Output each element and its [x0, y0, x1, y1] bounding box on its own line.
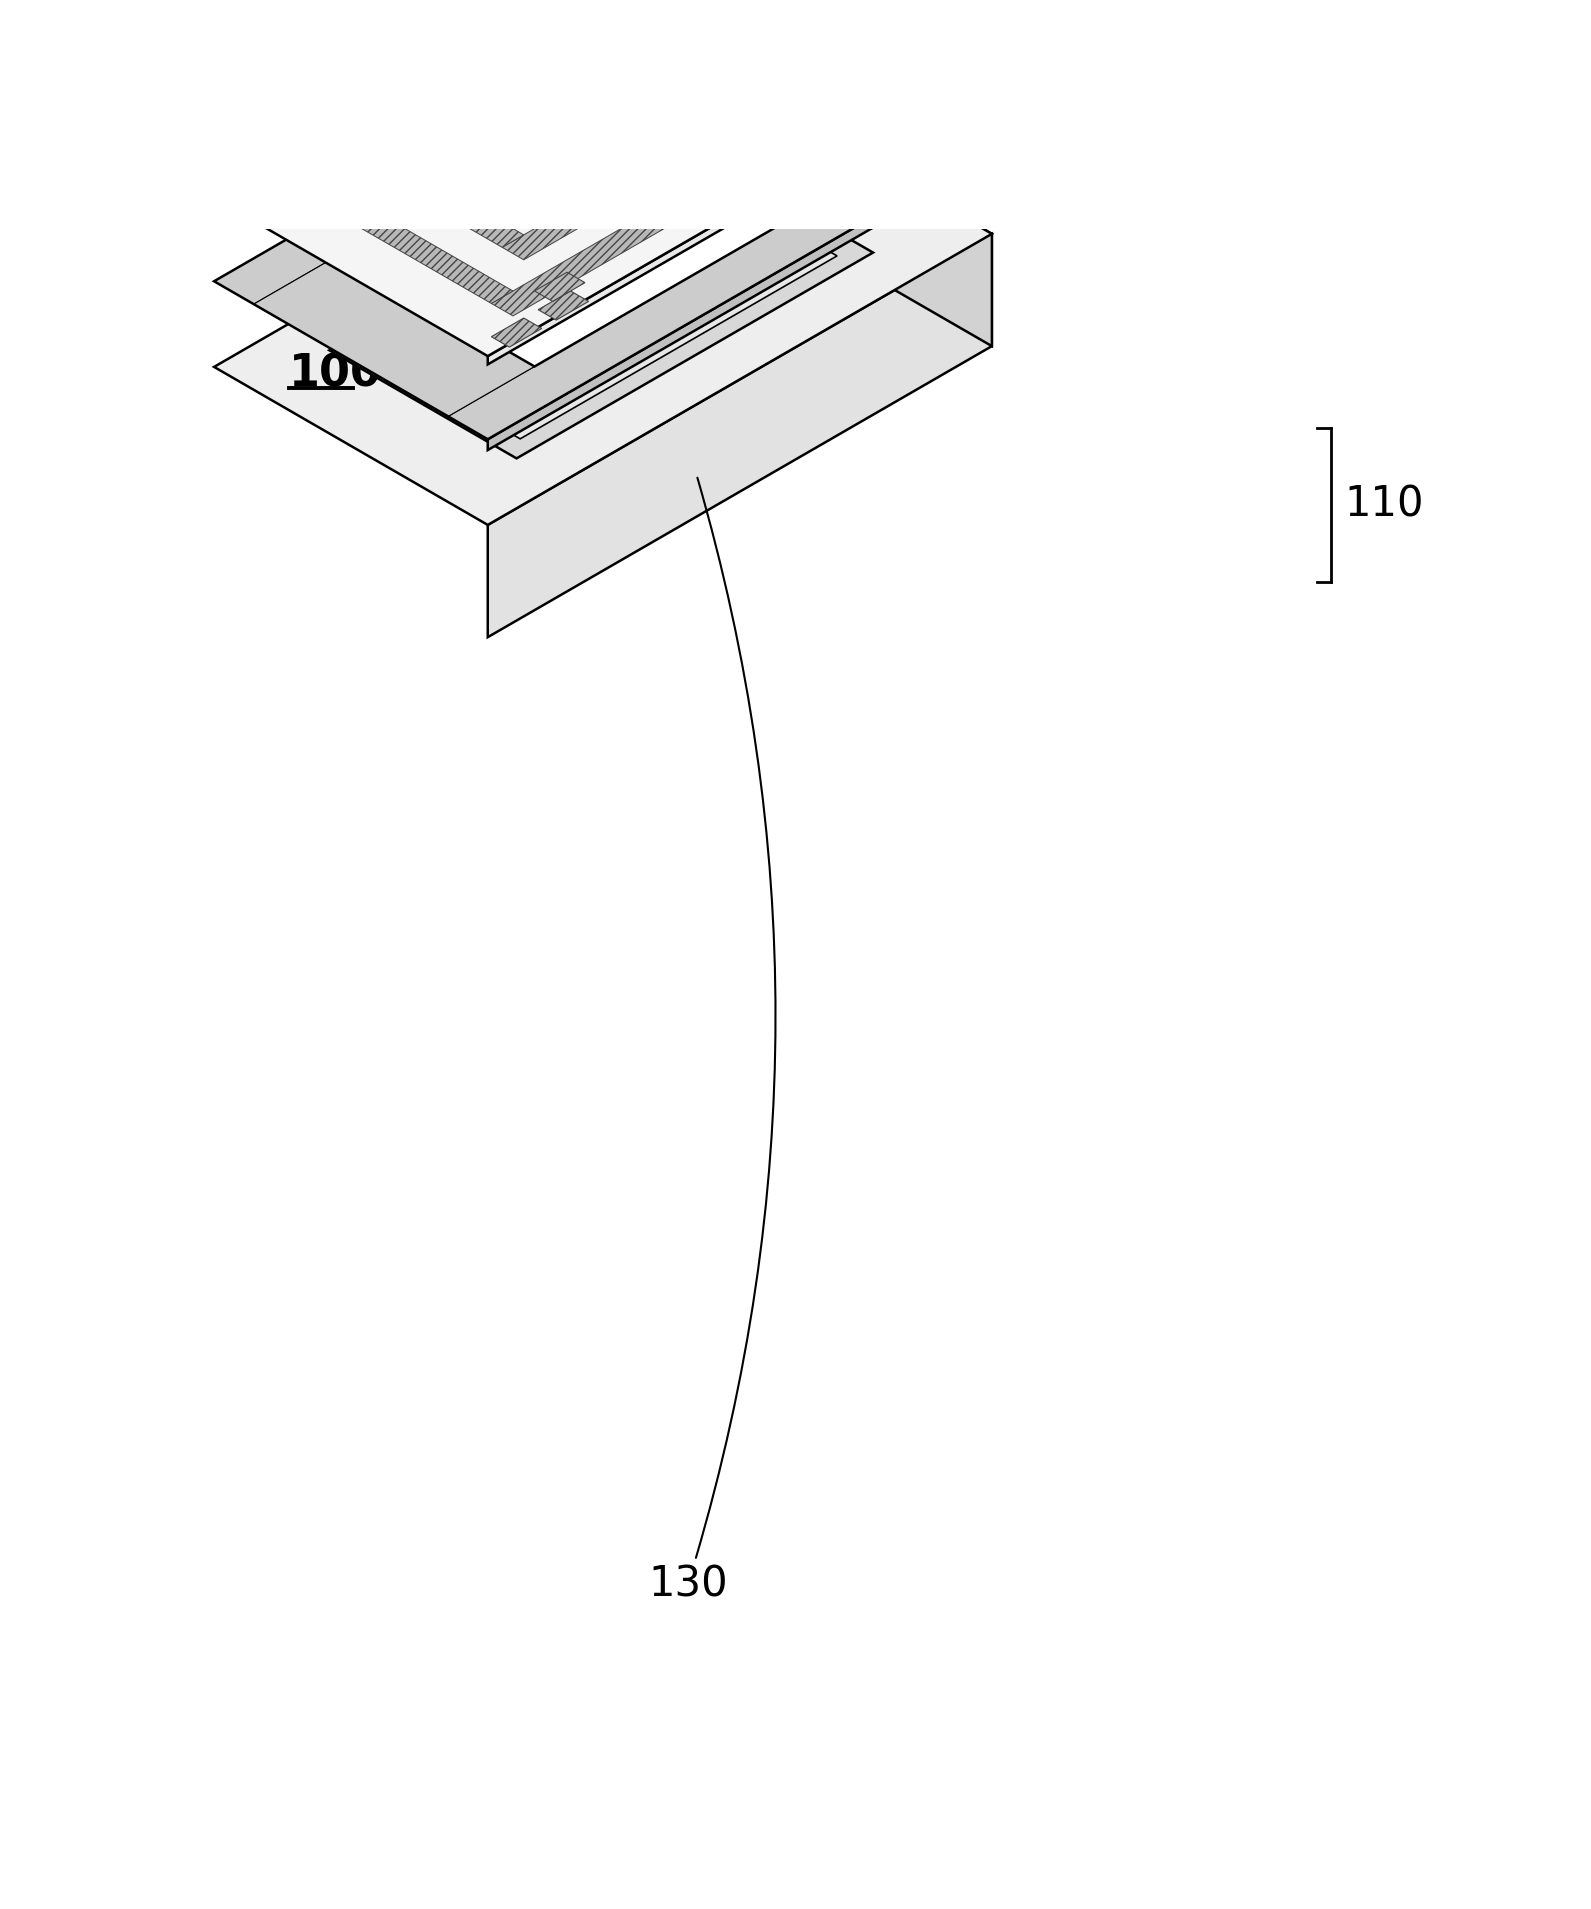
- Polygon shape: [492, 67, 923, 315]
- Text: [FIG. 1]: [FIG. 1]: [286, 283, 425, 319]
- Polygon shape: [304, 183, 512, 304]
- Polygon shape: [488, 65, 991, 365]
- Polygon shape: [535, 273, 585, 302]
- Polygon shape: [503, 73, 826, 260]
- Polygon shape: [215, 0, 991, 357]
- Polygon shape: [694, 0, 902, 78]
- Polygon shape: [329, 145, 873, 458]
- Text: 110: 110: [1344, 483, 1424, 525]
- Polygon shape: [488, 149, 991, 451]
- Polygon shape: [488, 235, 991, 638]
- Text: 130: 130: [648, 477, 775, 1605]
- Text: 100: 100: [290, 353, 382, 395]
- Polygon shape: [253, 254, 535, 416]
- Polygon shape: [538, 290, 589, 321]
- Polygon shape: [366, 166, 837, 439]
- Polygon shape: [401, 178, 523, 248]
- Polygon shape: [215, 0, 757, 304]
- Polygon shape: [283, 0, 714, 195]
- Polygon shape: [718, 0, 991, 73]
- Polygon shape: [215, 76, 991, 525]
- Polygon shape: [718, 0, 991, 158]
- Polygon shape: [492, 319, 543, 347]
- Polygon shape: [683, 15, 805, 86]
- Polygon shape: [668, 13, 953, 178]
- Polygon shape: [449, 126, 991, 439]
- Polygon shape: [380, 2, 703, 189]
- Polygon shape: [718, 76, 991, 346]
- Polygon shape: [340, 65, 862, 367]
